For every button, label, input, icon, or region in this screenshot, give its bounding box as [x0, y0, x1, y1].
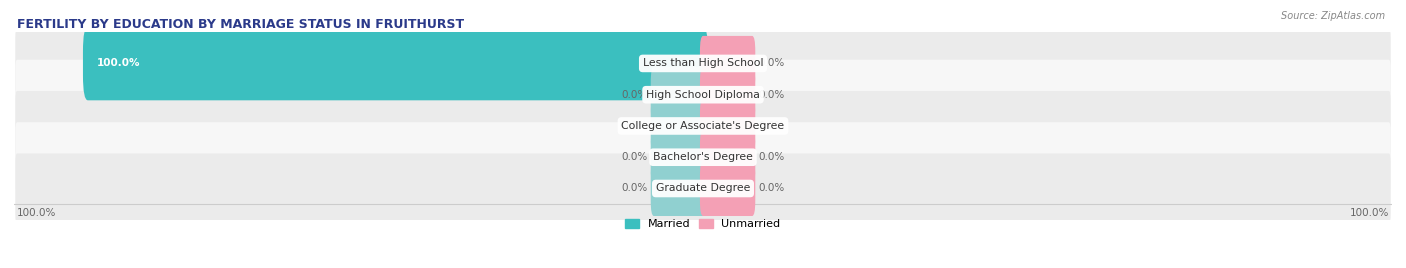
Legend: Married, Unmarried: Married, Unmarried	[626, 219, 780, 229]
FancyBboxPatch shape	[83, 27, 707, 100]
FancyBboxPatch shape	[15, 122, 1391, 192]
FancyBboxPatch shape	[15, 154, 1391, 224]
Text: College or Associate's Degree: College or Associate's Degree	[621, 121, 785, 131]
FancyBboxPatch shape	[700, 161, 755, 216]
Text: High School Diploma: High School Diploma	[647, 90, 759, 100]
Text: 100.0%: 100.0%	[17, 208, 56, 218]
Text: 0.0%: 0.0%	[621, 184, 648, 193]
Text: 0.0%: 0.0%	[621, 152, 648, 162]
FancyBboxPatch shape	[700, 67, 755, 122]
FancyBboxPatch shape	[700, 36, 755, 91]
FancyBboxPatch shape	[651, 67, 706, 122]
Text: 0.0%: 0.0%	[758, 58, 785, 68]
Text: 0.0%: 0.0%	[758, 184, 785, 193]
Text: 0.0%: 0.0%	[621, 90, 648, 100]
Text: Graduate Degree: Graduate Degree	[655, 184, 751, 193]
Text: Bachelor's Degree: Bachelor's Degree	[652, 152, 754, 162]
FancyBboxPatch shape	[700, 98, 755, 154]
FancyBboxPatch shape	[15, 60, 1391, 130]
Text: Source: ZipAtlas.com: Source: ZipAtlas.com	[1281, 11, 1385, 21]
FancyBboxPatch shape	[15, 91, 1391, 161]
Text: 0.0%: 0.0%	[621, 121, 648, 131]
Text: 0.0%: 0.0%	[758, 90, 785, 100]
FancyBboxPatch shape	[651, 161, 706, 216]
FancyBboxPatch shape	[651, 130, 706, 185]
Text: Less than High School: Less than High School	[643, 58, 763, 68]
FancyBboxPatch shape	[651, 98, 706, 154]
FancyBboxPatch shape	[700, 130, 755, 185]
Text: 0.0%: 0.0%	[758, 121, 785, 131]
Text: 100.0%: 100.0%	[97, 58, 141, 68]
Text: 0.0%: 0.0%	[758, 152, 785, 162]
Text: FERTILITY BY EDUCATION BY MARRIAGE STATUS IN FRUITHURST: FERTILITY BY EDUCATION BY MARRIAGE STATU…	[17, 18, 464, 31]
Text: 100.0%: 100.0%	[1350, 208, 1389, 218]
FancyBboxPatch shape	[15, 28, 1391, 98]
